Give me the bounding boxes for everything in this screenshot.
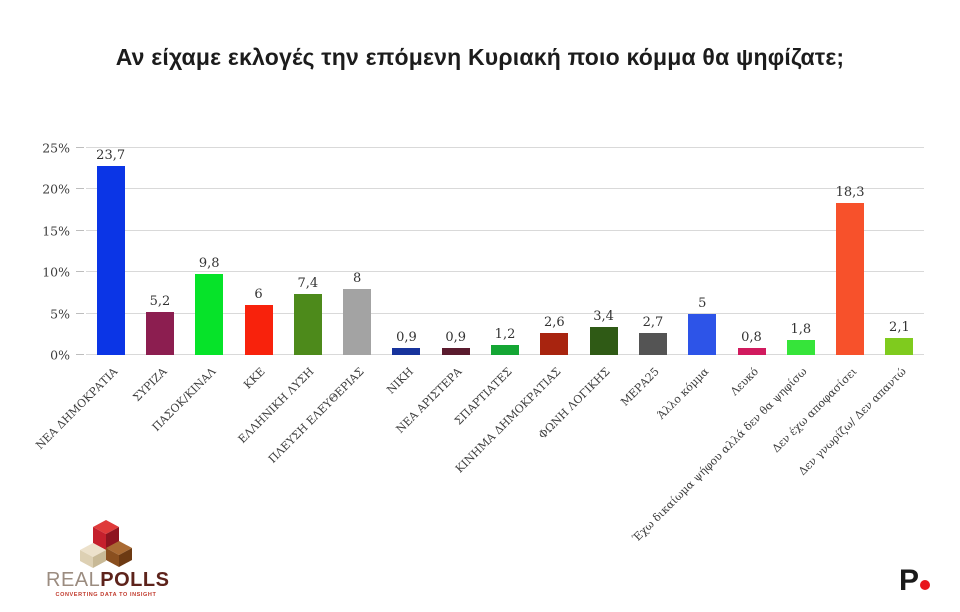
y-axis-tick-label: 10% <box>42 264 70 280</box>
gridline-10 <box>86 271 924 273</box>
bar-slot: 0,8 Λευκό <box>727 148 776 398</box>
y-axis-tick-label: 25% <box>42 140 70 156</box>
bar-value-label: 0,9 <box>396 329 417 345</box>
bar <box>885 337 914 355</box>
bar-value-label: 2,1 <box>889 319 910 335</box>
x-axis-category-label: Δεν έχω αποφασίσει <box>769 365 860 456</box>
y-axis-tick-label: 5% <box>50 306 70 322</box>
bars-layer: 23,7 ΝΕΑ ΔΗΜΟΚΡΑΤΙΑ 5,2 ΣΥΡΙΖΑ 9,8 ΠΑΣΟΚ/ΚΙΝΑ… <box>33 148 924 545</box>
y-axis-tick-mark <box>76 271 84 273</box>
x-axis-category-label: ΚΚΕ <box>241 365 268 392</box>
bar-value-label: 8 <box>352 270 362 286</box>
bar <box>441 347 470 355</box>
bar-value-label: 6 <box>254 287 263 303</box>
y-axis-tick-mark <box>76 188 84 190</box>
bar <box>244 305 273 355</box>
bar-slot: 2,6 ΚΙΝΗΜΑ ΔΗΜΟΚΡΑΤΙΑΣ <box>453 148 579 476</box>
x-axis-category-label: ΣΥΡΙΖΑ <box>129 365 170 405</box>
bar <box>392 347 421 355</box>
bar-slot: 23,7 ΝΕΑ ΔΗΜΟΚΡΑΤΙΑ <box>33 148 135 452</box>
gridline-15 <box>86 229 924 231</box>
realpolls-cube-icon <box>80 520 132 568</box>
bar-slot: 6 ΚΚΕ <box>234 148 283 391</box>
x-axis-category-label: ΠΛΕΥΣΗ ΕΛΕΥΘΕΡΙΑΣ <box>265 365 367 466</box>
x-axis-category-label: Έχω δικαίωμα ψήφου αλλά δεν θα ψηφίσω <box>630 365 811 545</box>
bar-value-label: 2,6 <box>543 315 565 331</box>
bar-slot: 5 Άλλο κόμμα <box>655 148 727 422</box>
bar-value-label: 0,9 <box>445 329 467 345</box>
parapolitika-p-logo: P <box>899 566 930 596</box>
bar-value-label: 23,7 <box>96 148 126 163</box>
y-axis-tick-label: 0% <box>50 347 70 363</box>
bar-value-label: 1,8 <box>790 322 812 338</box>
bar-value-label: 0,8 <box>741 330 762 346</box>
bar-value-label: 5,2 <box>149 293 171 309</box>
bar <box>836 203 865 355</box>
bar-value-label: 2,7 <box>642 314 664 330</box>
bar <box>688 313 717 355</box>
y-axis-tick-label: 15% <box>42 223 70 239</box>
bar-value-label: 9,8 <box>198 255 220 271</box>
realpolls-logo: REALPOLLS CONVERTING DATA TO INSIGHT <box>46 519 170 598</box>
bar <box>589 326 618 355</box>
y-axis-tick-mark <box>76 229 84 231</box>
y-axis-tick-mark <box>76 354 84 355</box>
bar-slot: 2,7 ΜΕΡΑ25 <box>619 148 677 409</box>
bar-value-label: 7,4 <box>297 275 319 291</box>
x-axis-category-label: Δεν γνωρίζω/ Δεν απαντώ <box>795 365 909 478</box>
bar <box>343 288 372 355</box>
bar <box>491 345 520 355</box>
gridline-5 <box>86 312 924 314</box>
bar-value-label: 1,2 <box>494 327 516 343</box>
gridline-20 <box>86 188 924 190</box>
bar-slot: 3,4 ΦΩΝΗ ΛΟΓΙΚΗΣ <box>536 148 628 442</box>
gridline-25 <box>86 147 924 148</box>
y-axis-tick-label: 20% <box>42 181 70 197</box>
bar <box>145 311 174 355</box>
bar <box>293 293 322 355</box>
bar-slot: 2,1 Δεν γνωρίζω/ Δεν απαντώ <box>796 148 924 478</box>
bar-slot: 1,8 Έχω δικαίωμα ψήφου αλλά δεν θα ψηφίσω <box>630 148 825 545</box>
bar-slot: 8 ΠΛΕΥΣΗ ΕΛΕΥΘΕΡΙΑΣ <box>266 148 381 466</box>
realpolls-tagline: CONVERTING DATA TO INSIGHT <box>55 592 157 598</box>
realpolls-word-polls: POLLS <box>100 569 170 591</box>
x-axis-category-label: Λευκό <box>727 365 761 399</box>
bar-slot: 18,3 Δεν έχω αποφασίσει <box>769 148 874 455</box>
bar <box>195 273 224 355</box>
bar-slot: 5,2 ΣΥΡΙΖΑ <box>130 148 184 404</box>
bar-value-label: 18,3 <box>835 185 865 201</box>
p-logo-red-dot-icon <box>920 580 930 590</box>
bar <box>638 332 667 355</box>
bar-chart-plot-area: 0% 5% 10% 15% 20% 25% 23,7 ΝΕΑ ΔΗΜΟΚΡΑΤΙΑ 5,2 ΣΥ… <box>33 141 924 545</box>
bar <box>786 340 815 355</box>
bar-slot: 9,8 ΠΑΣΟΚ/ΚΙΝΑΛ <box>150 148 234 434</box>
bar-slot: 7,4 ΕΛΛΗΝΙΚΗ ΛΥΣΗ <box>236 148 332 446</box>
bar-slot: 1,2 ΣΠΑΡΤΙΑΤΕΣ <box>452 148 529 428</box>
y-axis-tick-mark <box>76 147 84 148</box>
bar <box>96 166 125 355</box>
realpolls-wordmark: REALPOLLS <box>46 569 170 591</box>
x-axis-category-label: ΝΕΑ ΔΗΜΟΚΡΑΤΙΑ <box>32 365 120 453</box>
bar-slot: 0,9 ΝΙΚΗ <box>382 148 431 397</box>
y-axis-tick-mark <box>76 312 84 314</box>
bar <box>540 333 569 355</box>
bar-value-label: 3,4 <box>593 308 614 324</box>
chart-title: Αν είχαμε εκλογές την επόμενη Κυριακή πο… <box>115 44 845 70</box>
p-logo-letter: P <box>898 564 919 597</box>
x-axis-category-label: Άλλο κόμμα <box>654 365 712 422</box>
bar-slot: 0,9 ΝΕΑ ΑΡΙΣΤΕΡΑ <box>394 148 480 436</box>
realpolls-word-real: REAL <box>46 569 101 591</box>
x-axis-category-label: ΝΙΚΗ <box>383 365 416 397</box>
bar <box>737 348 766 355</box>
x-axis-category-label: ΜΕΡΑ25 <box>618 365 663 409</box>
bar-value-label: 5 <box>698 295 707 311</box>
